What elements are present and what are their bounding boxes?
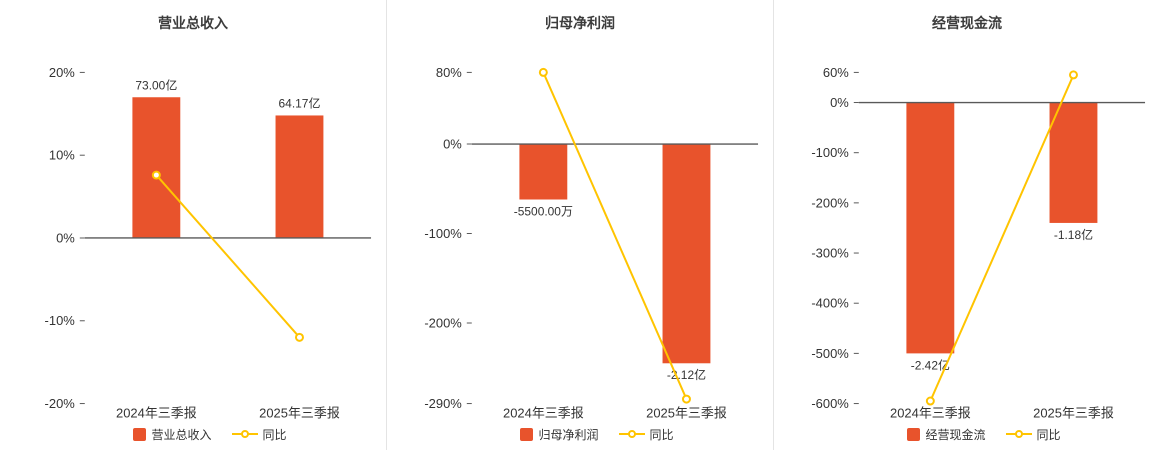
chart-title-revenue: 营业总收入 xyxy=(158,15,228,31)
chart-title-net-profit: 归母净利润 xyxy=(545,15,615,31)
yoy-line-marker[interactable] xyxy=(681,394,691,404)
yoy-line-marker[interactable] xyxy=(1068,70,1078,80)
x-category-label: 2025年三季报 xyxy=(1033,406,1114,421)
y-axis-tick-label: 80% xyxy=(436,65,462,80)
legend-bar-label: 归母净利润 xyxy=(538,427,599,442)
y-axis-tick-label: -20% xyxy=(45,396,76,411)
line-marker-icon xyxy=(618,429,645,439)
yoy-line-marker[interactable] xyxy=(538,67,548,77)
net-profit-chart-canvas: 80%0%-100%-200%-290%-5500.00万2024年三季报-2.… xyxy=(424,65,759,421)
bar-swatch-icon xyxy=(907,427,921,441)
x-category-label: 2024年三季报 xyxy=(503,406,584,421)
legend-item-cashflow-bar[interactable]: 经营现金流 xyxy=(907,426,986,443)
yoy-line-marker[interactable] xyxy=(294,332,304,342)
bar-value-label: 73.00亿 xyxy=(135,77,177,92)
x-category-label: 2025年三季报 xyxy=(259,406,340,421)
bar-2024年三季报[interactable] xyxy=(132,97,181,238)
line-marker-dot xyxy=(240,430,249,438)
legend-yoy-label: 同比 xyxy=(649,427,674,442)
bar-2025年三季报[interactable] xyxy=(1049,102,1098,223)
panel-net-profit: 归母净利润 80% 0% -100% -200% -290% -5500.00万 2024年… xyxy=(386,0,773,450)
bar-swatch-icon xyxy=(133,427,147,441)
bar-2024年三季报[interactable] xyxy=(906,102,955,354)
legend-yoy-label: 同比 xyxy=(262,427,287,442)
legend-yoy-label: 同比 xyxy=(1036,427,1061,442)
line-marker-icon xyxy=(231,429,258,439)
y-axis-tick-label: -200% xyxy=(811,195,849,210)
y-axis-tick-label: -200% xyxy=(424,315,462,330)
yoy-line-marker[interactable] xyxy=(925,396,935,406)
bar-value-label: -5500.00万 xyxy=(514,204,573,218)
panel-operating-cashflow: 经营现金流 60% 0% -100% -200% -300% -400% -500% -600… xyxy=(773,0,1160,450)
y-axis-tick-label: -400% xyxy=(811,296,849,311)
legend-item-yoy[interactable]: 同比 xyxy=(231,426,287,443)
legend-bar-label: 经营现金流 xyxy=(925,427,986,442)
y-axis-tick-label: -100% xyxy=(811,145,849,160)
line-marker-dot xyxy=(627,430,636,438)
y-axis-tick-label: -290% xyxy=(424,396,462,411)
legend-item-net-profit-bar[interactable]: 归母净利润 xyxy=(520,426,599,443)
y-axis-tick-label: 0% xyxy=(443,137,462,152)
bar-2024年三季报[interactable] xyxy=(519,144,568,200)
y-axis-tick-label: -300% xyxy=(811,246,849,261)
cashflow-chart-canvas: 60% 0% -100% -200% -300% -400% -500% -600% -2.42… xyxy=(811,65,1146,421)
y-axis-tick-label: 10% xyxy=(49,148,75,163)
legend-bar-label: 营业总收入 xyxy=(151,427,212,442)
y-axis-tick-label: 20% xyxy=(49,65,75,80)
y-axis-tick-label: -100% xyxy=(424,226,462,241)
line-marker-icon xyxy=(1005,429,1032,439)
x-category-label: 2025年三季报 xyxy=(646,406,727,421)
bar-2025年三季报[interactable] xyxy=(662,144,711,364)
legend-cashflow: 经营现金流 同比 xyxy=(774,425,1160,443)
revenue-chart-canvas: 20% 10% 0% -10% -20% 73.00亿 2024年三季报 64.17亿 2025… xyxy=(45,65,372,421)
yoy-line xyxy=(929,74,1075,402)
bar-2025年三季报[interactable] xyxy=(275,115,324,238)
bar-swatch-icon xyxy=(520,427,534,441)
y-axis-tick-label: -10% xyxy=(45,313,76,328)
x-category-label: 2024年三季报 xyxy=(890,406,971,421)
legend-revenue: 营业总收入 同比 xyxy=(0,425,386,443)
yoy-line xyxy=(155,174,301,338)
y-axis-tick-label: 0% xyxy=(830,95,849,110)
y-axis-tick-label: -600% xyxy=(811,396,849,411)
y-axis-tick-label: -500% xyxy=(811,346,849,361)
y-axis-tick-label: 60% xyxy=(823,65,849,80)
bar-value-label: -2.42亿 xyxy=(911,357,950,372)
y-axis-tick-label: 0% xyxy=(56,230,75,245)
legend-item-yoy[interactable]: 同比 xyxy=(618,426,674,443)
x-category-label: 2024年三季报 xyxy=(116,406,197,421)
yoy-line xyxy=(542,72,688,400)
legend-item-yoy[interactable]: 同比 xyxy=(1005,426,1061,443)
bar-value-label: -1.18亿 xyxy=(1054,227,1093,242)
panel-total-revenue: 营业总收入 20% 10% 0% -10% -20% 73.00亿 2024年三季报 64.1… xyxy=(0,0,386,450)
yoy-line-marker[interactable] xyxy=(151,170,161,180)
legend-item-revenue-bar[interactable]: 营业总收入 xyxy=(133,426,212,443)
line-marker-dot xyxy=(1014,430,1023,438)
chart-title-cashflow: 经营现金流 xyxy=(932,15,1002,31)
legend-net-profit: 归母净利润 同比 xyxy=(387,425,773,443)
bar-value-label: 64.17亿 xyxy=(279,95,321,110)
